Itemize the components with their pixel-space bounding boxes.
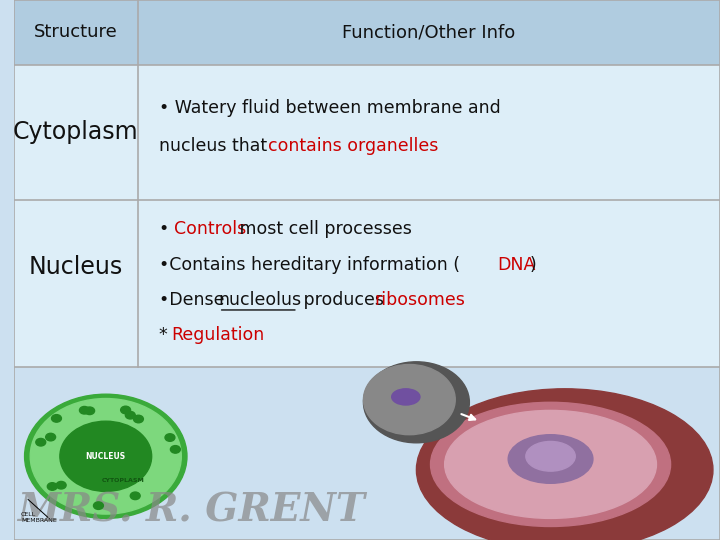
Text: produces: produces (298, 291, 390, 309)
Text: Nucleus: Nucleus (29, 255, 123, 279)
Text: •: • (158, 220, 174, 239)
Text: contains organelles: contains organelles (268, 137, 438, 155)
Ellipse shape (526, 442, 575, 471)
Circle shape (79, 407, 89, 414)
Circle shape (56, 482, 66, 489)
Text: nucleolus: nucleolus (219, 291, 302, 309)
Text: *: * (158, 326, 168, 344)
Text: CYTOPLASM: CYTOPLASM (102, 478, 145, 483)
Circle shape (36, 438, 45, 446)
Ellipse shape (416, 389, 713, 540)
Circle shape (94, 502, 104, 509)
Circle shape (30, 399, 181, 514)
Ellipse shape (392, 389, 420, 405)
Text: ): ) (529, 255, 536, 274)
FancyBboxPatch shape (14, 200, 720, 367)
FancyBboxPatch shape (14, 367, 720, 540)
Text: Regulation: Regulation (171, 326, 265, 344)
Ellipse shape (431, 402, 670, 526)
Text: NUCLEUS: NUCLEUS (86, 452, 126, 461)
Circle shape (52, 415, 61, 422)
Circle shape (125, 411, 135, 419)
Text: most cell processes: most cell processes (234, 220, 412, 239)
Circle shape (85, 407, 94, 415)
Text: •Contains hereditary information (: •Contains hereditary information ( (158, 255, 460, 274)
Text: Cytoplasm: Cytoplasm (13, 120, 138, 144)
Text: ribosomes: ribosomes (374, 291, 465, 309)
Circle shape (364, 364, 455, 435)
Text: Structure: Structure (34, 23, 117, 42)
Text: CELL
MEMBRANE: CELL MEMBRANE (21, 512, 57, 523)
Circle shape (165, 434, 175, 441)
Text: Controls: Controls (174, 220, 246, 239)
Text: Function/Other Info: Function/Other Info (342, 23, 516, 42)
Circle shape (48, 483, 57, 490)
Circle shape (60, 421, 152, 491)
Ellipse shape (508, 435, 593, 483)
Circle shape (121, 406, 130, 414)
Circle shape (130, 492, 140, 500)
Circle shape (24, 394, 187, 518)
FancyBboxPatch shape (14, 65, 720, 200)
FancyBboxPatch shape (14, 0, 720, 65)
Text: •Dense: •Dense (158, 291, 230, 309)
Text: MRS. R. GRENT: MRS. R. GRENT (17, 491, 365, 529)
Ellipse shape (445, 410, 657, 518)
Text: DNA: DNA (498, 255, 536, 274)
Circle shape (364, 362, 469, 443)
Text: • Watery fluid between membrane and: • Watery fluid between membrane and (158, 99, 500, 117)
Circle shape (171, 446, 180, 453)
Text: nucleus that: nucleus that (158, 137, 272, 155)
Circle shape (133, 415, 143, 423)
Circle shape (45, 433, 55, 441)
